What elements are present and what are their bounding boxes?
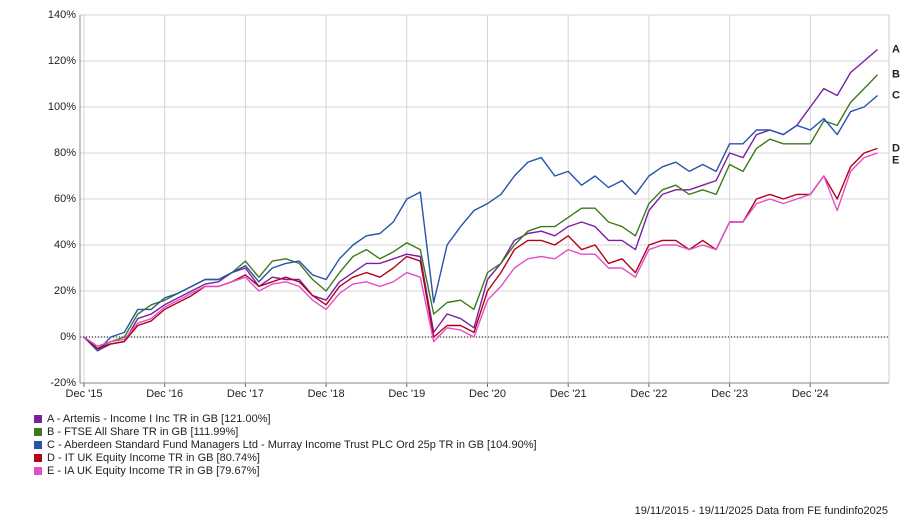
x-tick-label: Dec '19	[388, 388, 425, 400]
series-line	[83, 152, 878, 347]
x-tick-label: Dec '21	[550, 388, 587, 400]
y-tick-label: 40%	[54, 239, 76, 251]
x-tick-label: Dec '15	[66, 388, 103, 400]
x-tick-label: Dec '18	[308, 388, 345, 400]
legend-label: B - FTSE All Share TR in GB [111.99%]	[47, 426, 238, 438]
series-line	[83, 74, 879, 350]
x-tick-label: Dec '20	[469, 388, 506, 400]
y-tick-label: 120%	[48, 55, 76, 67]
end-label: A	[892, 43, 900, 55]
y-tick-label: 80%	[54, 147, 76, 159]
y-tick-label: 60%	[54, 193, 76, 205]
legend-swatch	[34, 467, 42, 475]
end-label: E	[892, 154, 899, 166]
legend-swatch	[34, 454, 42, 462]
series-line	[83, 94, 878, 352]
legend-swatch	[34, 415, 42, 423]
legend-label: A - Artemis - Income I Inc TR in GB [121…	[47, 413, 271, 425]
x-tick-label: Dec '17	[227, 388, 264, 400]
y-tick-label: 140%	[48, 9, 76, 21]
end-label: B	[892, 69, 900, 81]
source-note: 19/11/2015 - 19/11/2025 Data from FE fun…	[635, 505, 888, 517]
series-line	[83, 48, 878, 352]
legend-label: E - IA UK Equity Income TR in GB [79.67%…	[47, 465, 260, 477]
x-tick-label: Dec '16	[146, 388, 183, 400]
x-tick-label: Dec '24	[792, 388, 829, 400]
end-label: C	[892, 89, 900, 101]
y-tick-label: 100%	[48, 101, 76, 113]
legend-swatch	[34, 428, 42, 436]
legend-swatch	[34, 441, 42, 449]
legend-label: C - Aberdeen Standard Fund Managers Ltd …	[47, 439, 537, 451]
end-label: D	[892, 142, 900, 154]
y-tick-label: 0%	[60, 331, 76, 343]
y-tick-label: 20%	[54, 285, 76, 297]
x-tick-label: Dec '22	[630, 388, 667, 400]
y-tick-label: -20%	[50, 377, 76, 389]
x-tick-label: Dec '23	[711, 388, 748, 400]
legend-label: D - IT UK Equity Income TR in GB [80.74%…	[47, 452, 260, 464]
